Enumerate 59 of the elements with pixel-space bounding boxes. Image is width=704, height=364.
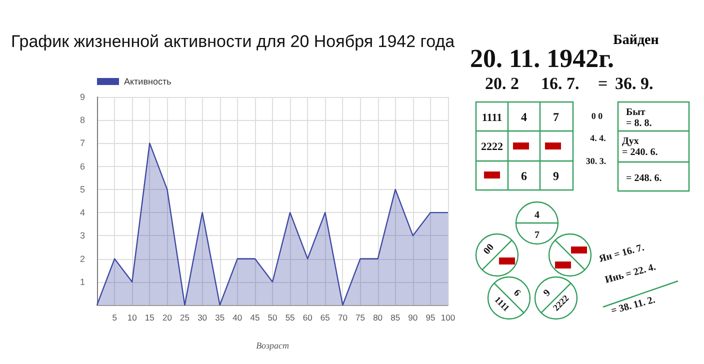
y-tick-label: 5 xyxy=(80,184,85,194)
text: 1111 xyxy=(482,112,502,124)
x-tick-label: 20 xyxy=(162,312,172,322)
text: = 240. 6. xyxy=(622,147,658,158)
text: = 8. 8. xyxy=(626,118,652,129)
x-tick-label: 40 xyxy=(232,312,242,322)
text: 30. 3. xyxy=(586,156,606,166)
text: 2222 xyxy=(481,141,504,153)
x-tick-label: 75 xyxy=(356,312,366,322)
y-tick-label: 9 xyxy=(80,92,85,102)
x-tick-label: 100 xyxy=(440,312,456,322)
y-tick-label: 6 xyxy=(80,161,85,172)
text: = xyxy=(598,74,608,93)
x-tick-label: 30 xyxy=(198,312,208,322)
x-tick-label: 95 xyxy=(426,312,436,322)
y-tick-label: 1 xyxy=(80,276,85,287)
y-tick-label: 7 xyxy=(80,138,85,148)
text: 20. 2 xyxy=(485,74,519,93)
x-tick-label: 70 xyxy=(338,312,348,322)
text: Байден xyxy=(613,33,659,48)
x-tick-label: 80 xyxy=(373,312,383,322)
text: 6 xyxy=(511,288,522,299)
x-tick-label: 15 xyxy=(144,312,155,322)
y-tick-label: 2 xyxy=(80,254,85,264)
x-tick-label: 85 xyxy=(390,312,400,322)
text: 7 xyxy=(534,230,540,241)
text: 00 xyxy=(482,242,497,257)
x-tick-label: 5 xyxy=(112,312,118,322)
x-axis-title: Возраст xyxy=(256,340,290,350)
text: 4 xyxy=(521,110,527,124)
y-tick-label: 8 xyxy=(80,115,85,126)
text: 4 xyxy=(534,210,540,221)
x-tick-label: 45 xyxy=(250,312,260,322)
x-tick-label: 90 xyxy=(408,312,418,322)
text: 4. 4. xyxy=(590,133,606,143)
text: 16. 7. xyxy=(541,74,580,93)
y-tick-label: 3 xyxy=(80,230,85,241)
x-tick-label: 25 xyxy=(180,312,190,322)
x-tick-label: 55 xyxy=(285,312,296,322)
legend-label: Активность xyxy=(124,76,172,86)
x-tick-label: 60 xyxy=(302,312,313,322)
text: = 38. 11. 2. xyxy=(610,294,657,317)
text: 9 xyxy=(542,288,553,299)
text: 6 xyxy=(521,169,527,183)
text: 0 0 xyxy=(591,111,604,121)
y-tick-label: 4 xyxy=(80,208,85,218)
text: = 248. 6. xyxy=(626,173,662,184)
text: Быт xyxy=(626,107,646,118)
x-tick-label: 65 xyxy=(320,312,330,322)
text: 1111 xyxy=(492,294,512,314)
x-tick-label: 50 xyxy=(268,312,278,322)
text: 36. 9. xyxy=(615,74,654,93)
text: 7 xyxy=(553,110,559,124)
x-tick-label: 10 xyxy=(127,312,138,322)
chart-title: График жизненной активности для 20 Ноября 1942 года xyxy=(11,32,456,51)
text: 20. 11. 1942г. xyxy=(470,44,614,73)
text: 9 xyxy=(553,169,559,183)
text: Дух xyxy=(622,136,639,147)
x-tick-label: 35 xyxy=(215,312,225,322)
